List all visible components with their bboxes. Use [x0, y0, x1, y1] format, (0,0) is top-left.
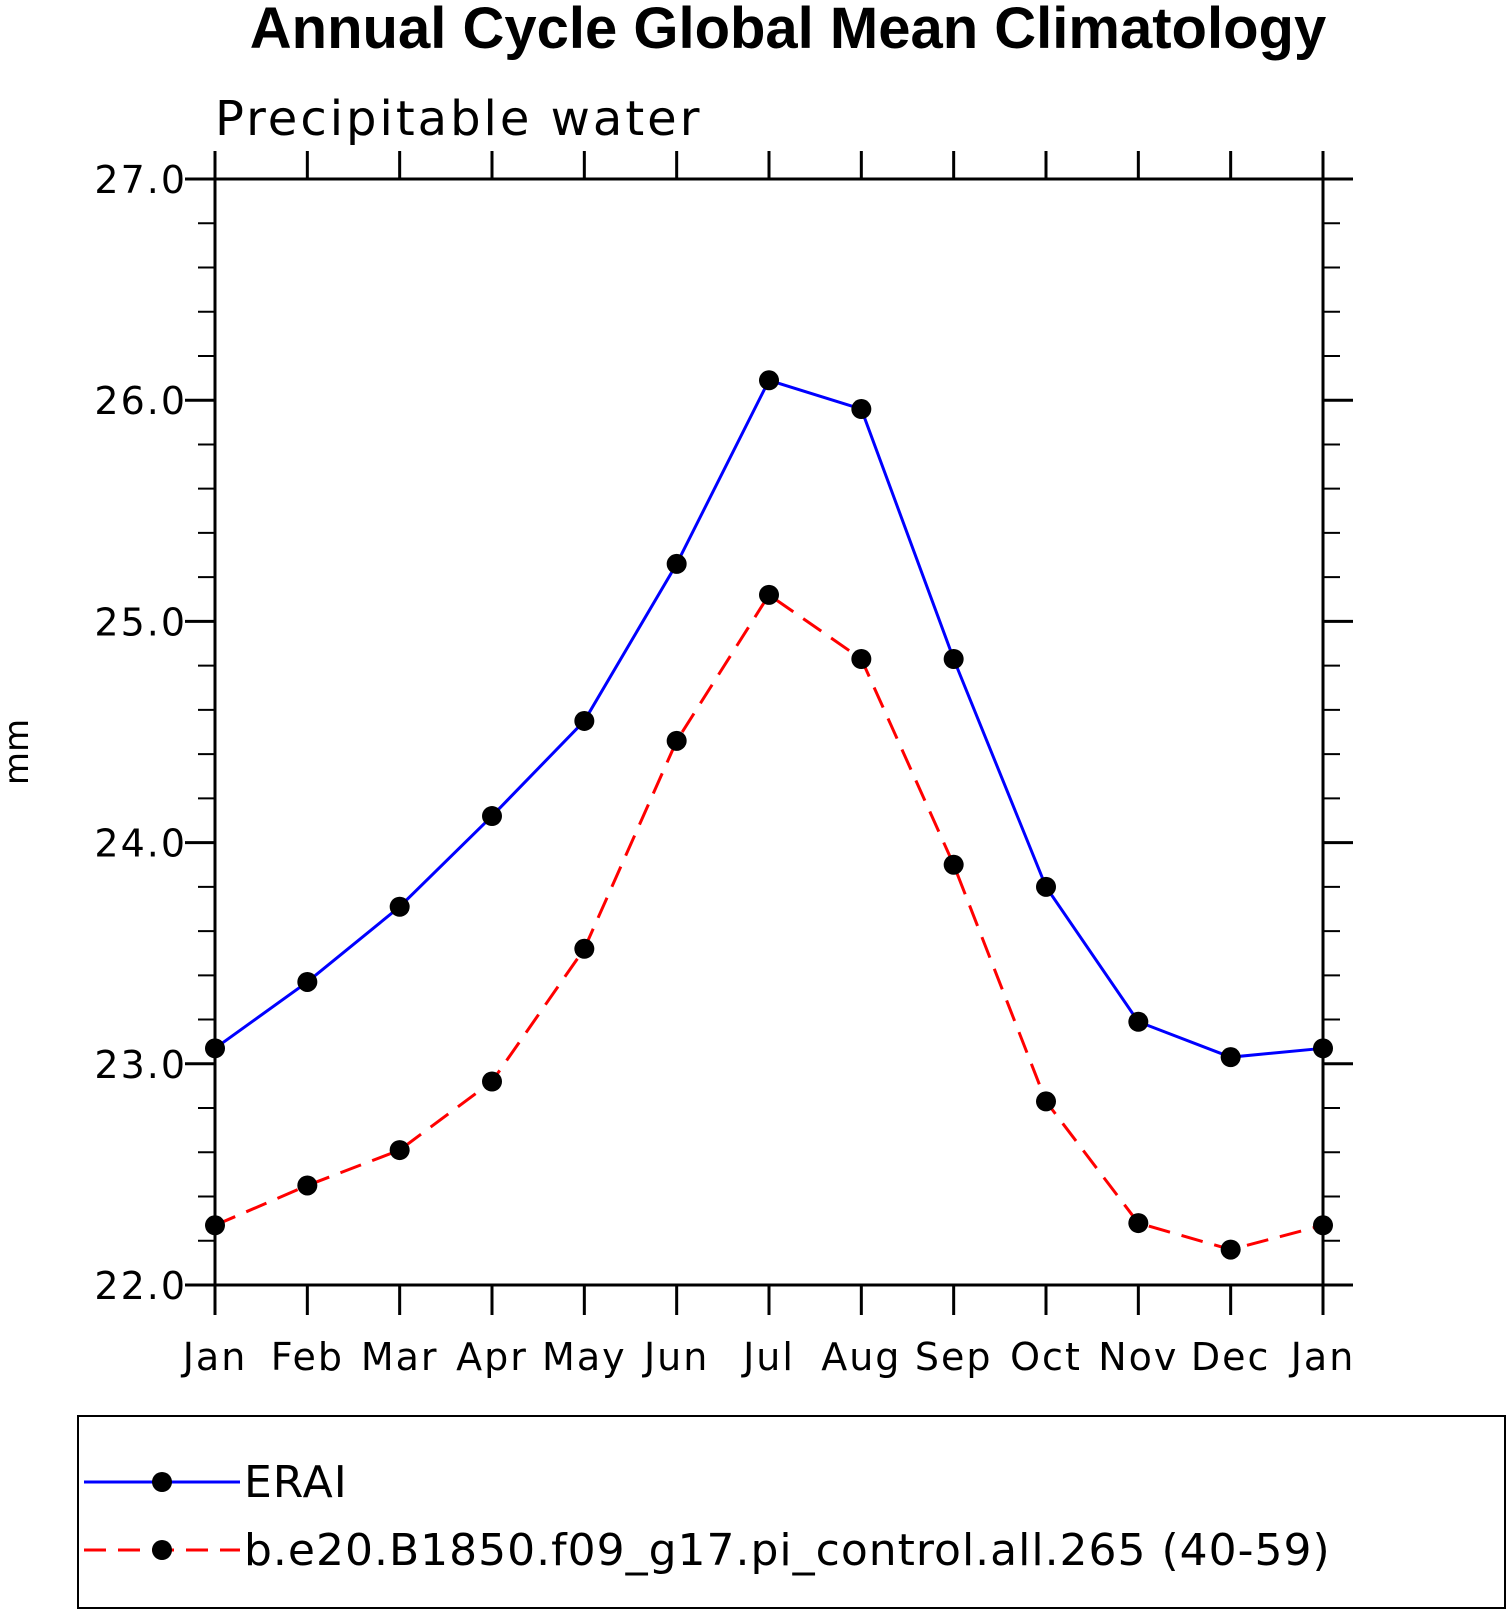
- data-point-1: [759, 584, 779, 605]
- y-tick-label: 25.0: [94, 600, 187, 644]
- data-point-0: [1313, 1038, 1333, 1059]
- x-tick-label: Dec: [1191, 1335, 1271, 1379]
- chart-title: Annual Cycle Global Mean Climatology: [250, 0, 1326, 61]
- data-point-0: [1128, 1011, 1149, 1032]
- x-tick-label: Aug: [821, 1335, 901, 1379]
- x-tick-label: Mar: [361, 1335, 439, 1379]
- data-point-0: [574, 710, 595, 731]
- axis-ticks: [185, 151, 1353, 1315]
- data-point-0: [205, 1038, 225, 1059]
- chart-subtitle: Precipitable water: [215, 91, 702, 147]
- y-tick-label: 23.0: [94, 1043, 187, 1087]
- data-point-1: [1220, 1239, 1241, 1260]
- data-point-1: [574, 938, 595, 959]
- data-point-0: [1036, 876, 1056, 897]
- data-point-0: [666, 553, 687, 574]
- data-point-1: [297, 1175, 318, 1196]
- data-point-0: [943, 649, 964, 670]
- legend-label-model: b.e20.B1850.f09_g17.pi_control.all.265 (…: [244, 1525, 1331, 1576]
- series-layer: [205, 370, 1333, 1260]
- x-tick-label: Nov: [1098, 1335, 1178, 1379]
- x-tick-label: Sep: [915, 1335, 993, 1379]
- legend-marker-erai: [152, 1472, 172, 1492]
- x-tick-label: Jan: [1289, 1335, 1356, 1379]
- legend-marker-model: [152, 1540, 172, 1560]
- plot-frame: [213, 177, 1325, 1287]
- x-tick-label: Jan: [181, 1335, 248, 1379]
- y-tick-label: 22.0: [94, 1264, 187, 1308]
- data-point-0: [482, 806, 502, 827]
- data-point-1: [1036, 1091, 1056, 1112]
- data-point-1: [943, 854, 964, 875]
- legend-item-model: b.e20.B1850.f09_g17.pi_control.all.265 (…: [84, 1525, 1331, 1576]
- y-axis-label: mm: [0, 719, 37, 785]
- x-tick-label: Feb: [271, 1335, 344, 1379]
- data-point-0: [759, 370, 779, 391]
- x-tick-label: Oct: [1010, 1335, 1082, 1379]
- legend-label-erai: ERAI: [244, 1457, 348, 1508]
- data-point-0: [389, 896, 410, 917]
- x-tick-label: May: [542, 1335, 627, 1379]
- data-point-1: [389, 1140, 410, 1161]
- x-tick-label: Apr: [456, 1335, 528, 1379]
- x-tick-label: Jun: [642, 1335, 709, 1379]
- data-point-1: [851, 649, 872, 670]
- data-point-1: [1128, 1213, 1149, 1234]
- data-point-1: [666, 730, 687, 751]
- x-tick-label: Jul: [741, 1335, 795, 1379]
- y-tick-label: 27.0: [94, 158, 187, 202]
- data-point-0: [851, 399, 872, 420]
- data-point-1: [205, 1215, 225, 1236]
- x-tick-labels: Jan Feb Mar Apr May Jun Jul Aug Sep Oct Nov Dec Jan: [181, 1335, 1356, 1379]
- y-tick-label: 26.0: [94, 379, 187, 423]
- legend-item-erai: ERAI: [84, 1457, 348, 1508]
- y-tick-label: 24.0: [94, 822, 187, 866]
- legend-box: [77, 1415, 1506, 1609]
- data-point-1: [482, 1071, 502, 1092]
- data-point-0: [297, 971, 318, 992]
- y-tick-labels: 22.0 23.0 24.0 25.0 26.0 27.0: [94, 158, 187, 1308]
- data-point-1: [1313, 1215, 1333, 1236]
- data-point-0: [1220, 1047, 1241, 1068]
- series-line-0: [214, 378, 1324, 1059]
